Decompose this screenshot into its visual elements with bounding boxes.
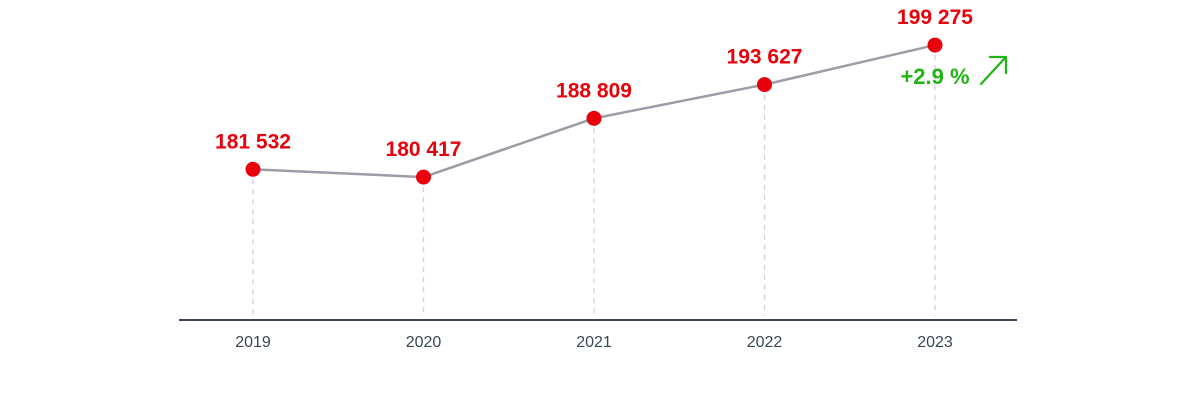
data-point-2022 xyxy=(757,77,772,93)
data-point-2021 xyxy=(586,110,602,126)
data-point-2023 xyxy=(927,37,943,53)
data-points xyxy=(245,37,943,185)
change-annotation: +2.9 % xyxy=(900,64,969,89)
value-label-2021: 188 809 xyxy=(556,79,632,102)
x-tick-label: 2021 xyxy=(576,334,612,351)
x-tick-label: 2023 xyxy=(917,334,953,351)
value-label-2022: 193 627 xyxy=(727,46,803,69)
arrow-up-right-icon xyxy=(979,55,1008,86)
x-tick-label: 2019 xyxy=(235,334,271,351)
value-label-2023: 199 275 xyxy=(897,6,973,29)
x-tick-label: 2022 xyxy=(747,334,783,351)
data-point-2020 xyxy=(416,169,431,185)
x-tick-label: 2020 xyxy=(406,334,442,351)
value-label-2020: 180 417 xyxy=(386,138,462,161)
vertical-guides xyxy=(252,55,936,316)
value-label-2019: 181 532 xyxy=(215,130,291,153)
x-tick-labels: 2019 2020 2021 2022 2023 xyxy=(235,334,953,351)
value-labels: 181 532 180 417 188 809 193 627 199 275 xyxy=(215,6,973,161)
data-point-2019 xyxy=(245,161,261,177)
